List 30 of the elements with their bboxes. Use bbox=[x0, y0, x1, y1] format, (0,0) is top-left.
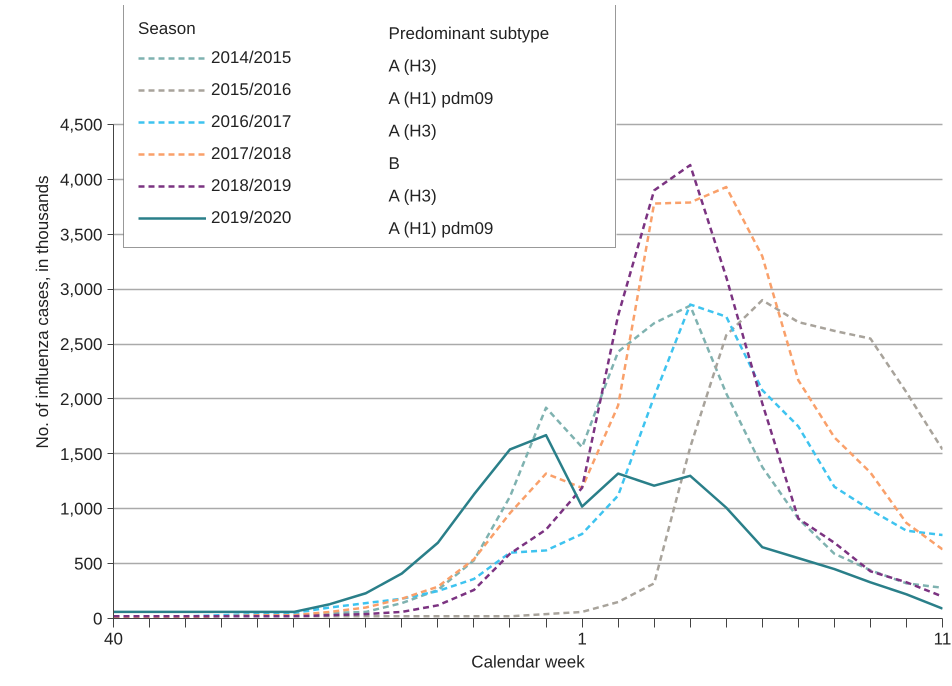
y-axis-title: No. of influenza cases, in thousands bbox=[32, 175, 52, 449]
text: Predominant subtype bbox=[388, 24, 550, 43]
y-tick-label: 0 bbox=[93, 610, 103, 628]
y-tick-label: 1,500 bbox=[60, 444, 103, 464]
x-axis-title: Calendar week bbox=[471, 652, 586, 672]
legend-label: 2015/2016 bbox=[211, 80, 292, 99]
annotation: B bbox=[388, 154, 400, 173]
legend-title: Season bbox=[138, 19, 196, 38]
x-tick-label: 11 bbox=[934, 630, 952, 648]
y-tick-label: 500 bbox=[74, 554, 103, 574]
legend-label: 2014/2015 bbox=[211, 48, 292, 67]
y-tick-label: 3,500 bbox=[60, 225, 103, 244]
annotation: A (H3) bbox=[388, 122, 437, 140]
legend-label: 2019/2020 bbox=[211, 208, 292, 227]
legend-label: 2018/2019 bbox=[211, 176, 292, 195]
legend-label: 2016/2017 bbox=[211, 112, 292, 131]
text: A (H3) bbox=[388, 56, 437, 76]
y-tick-label: 1,000 bbox=[60, 500, 103, 519]
y-tick-label: 4,500 bbox=[60, 116, 103, 134]
annotation: A (H3) bbox=[388, 186, 437, 206]
y-tick-label: 2,000 bbox=[60, 390, 103, 409]
line-series bbox=[114, 434, 942, 614]
y-tick-label: 2,500 bbox=[60, 335, 103, 354]
x-tick-label: 40 bbox=[104, 630, 123, 648]
y-tick-label: 3,000 bbox=[60, 280, 103, 300]
annotation: A (H1) pdm09 bbox=[388, 219, 494, 238]
y-tick-label: 4,000 bbox=[60, 170, 103, 190]
text: A (H1) pdm09 bbox=[388, 89, 494, 108]
x-tick-label: 1 bbox=[577, 630, 587, 648]
legend-label: 2017/2018 bbox=[211, 144, 292, 163]
